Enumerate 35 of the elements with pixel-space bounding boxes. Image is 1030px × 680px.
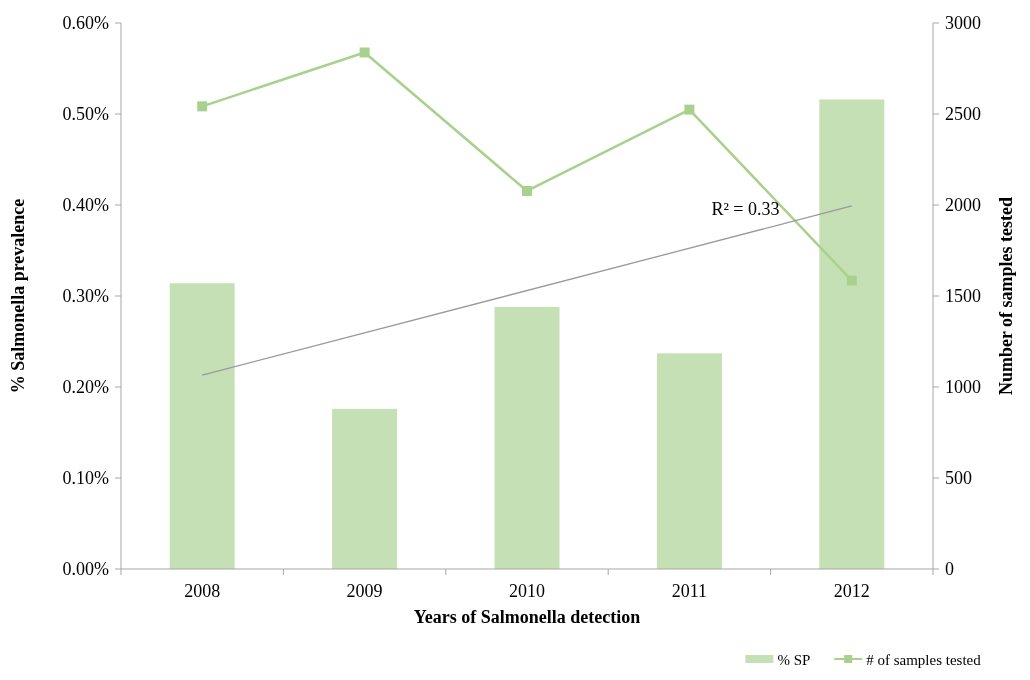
annotation: R² = 0.33	[711, 199, 780, 219]
y2-axis-title: Number of samples tested	[996, 196, 1016, 396]
y2-tick-label: 2000	[945, 195, 981, 216]
x-tick-label: 2009	[346, 581, 383, 601]
point	[522, 185, 532, 196]
y2-tick-label: 500	[945, 468, 972, 489]
bar	[332, 408, 398, 569]
point	[846, 275, 857, 286]
y-axis-title: % Salmonella prevalence	[8, 198, 28, 394]
y-tick-label: 0.40%	[62, 195, 109, 216]
y2-tick-label: 0	[945, 559, 954, 580]
point	[359, 47, 370, 58]
point	[684, 104, 695, 115]
point	[197, 101, 208, 112]
y2-tick-label: 3000	[945, 13, 981, 34]
y-tick-label: 0.50%	[62, 104, 109, 125]
legend-label: % SP	[777, 652, 811, 668]
y2-tick-label: 2500	[945, 104, 981, 125]
bar	[819, 99, 885, 569]
x-tick-label: 2010	[509, 581, 545, 601]
x-tick-label: 2011	[671, 581, 708, 601]
y2-tick-label: 1000	[945, 377, 981, 398]
bar	[169, 283, 235, 569]
bar	[656, 353, 722, 569]
x-tick-label: 2008	[184, 581, 221, 601]
y-tick-label: 0.20%	[62, 377, 109, 398]
y-tick-label: 0.60%	[62, 13, 109, 34]
legend-label: # of samples tested	[866, 652, 982, 668]
y-tick-label: 0.10%	[62, 468, 109, 489]
y-tick-label: 0.30%	[62, 286, 109, 307]
bar	[494, 306, 560, 569]
y-tick-label: 0.00%	[62, 559, 109, 580]
x-tick-label: 2012	[833, 581, 870, 601]
y2-tick-label: 1500	[945, 286, 981, 307]
x-axis-title: Years of Salmonella detection	[413, 607, 641, 627]
